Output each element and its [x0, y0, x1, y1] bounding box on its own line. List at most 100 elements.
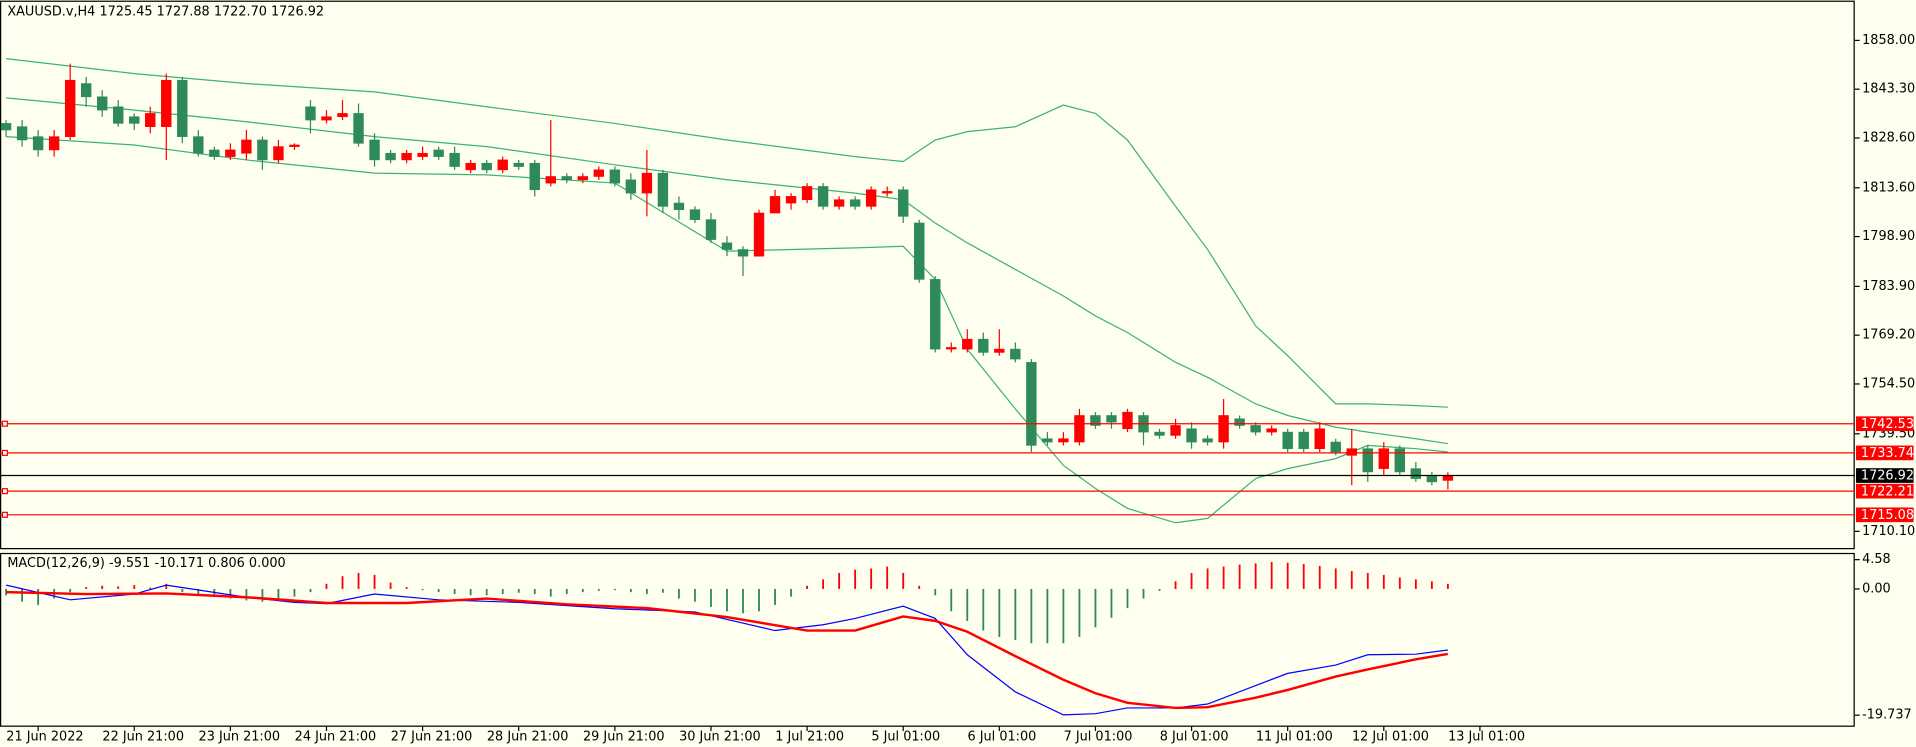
price-panel: [0, 0, 1855, 550]
candle-body: [305, 106, 316, 121]
candle-body: [1042, 438, 1053, 443]
x-tick-label: 13 Jul 01:00: [1448, 730, 1525, 745]
candle-body: [1330, 441, 1341, 453]
level-label-bg: [1856, 445, 1914, 461]
x-tick-label: 7 Jul 01:00: [1064, 730, 1133, 745]
candle-body: [1026, 362, 1037, 446]
candle-body: [1346, 448, 1357, 456]
x-tick-label: 11 Jul 01:00: [1256, 730, 1333, 745]
candle-body: [849, 199, 861, 207]
level-label: 1733.74: [1861, 446, 1914, 461]
candle-body: [1266, 428, 1277, 433]
macd-tick-label: 0.00: [1862, 581, 1891, 596]
candle-body: [673, 202, 685, 210]
candle-body: [641, 172, 653, 194]
candle-body: [385, 152, 396, 161]
y-tick-label: 1858.00: [1862, 33, 1915, 48]
level-anchor: [1, 449, 8, 456]
candle-body: [1362, 448, 1373, 473]
candle-body: [994, 348, 1005, 353]
candle-body: [946, 347, 957, 350]
candle-body: [0, 123, 12, 131]
candle-body: [1394, 448, 1406, 473]
candle-body: [753, 212, 765, 257]
candle-body: [1122, 411, 1133, 430]
x-tick-label: 22 Jun 21:00: [102, 730, 184, 745]
candle-body: [1442, 475, 1454, 481]
candle-body: [705, 219, 717, 240]
level-anchor: [1, 420, 8, 427]
level-anchor: [1, 488, 8, 495]
candle-body: [513, 162, 524, 167]
candle-body: [1186, 428, 1197, 443]
candle-body: [865, 189, 877, 207]
candle-body: [241, 139, 252, 154]
macd-line: [5, 584, 1448, 716]
x-tick-label: 23 Jun 21:00: [199, 730, 281, 745]
candle-body: [401, 152, 412, 161]
band-middle: [6, 97, 1448, 445]
level-label: 1742.53: [1861, 417, 1914, 432]
macd-line: [6, 590, 1449, 710]
candle-body: [273, 146, 284, 161]
candle-body: [225, 149, 236, 157]
y-tick-label: 1783.90: [1862, 279, 1915, 294]
y-tick-label: 1813.60: [1862, 180, 1915, 195]
level-label-bg: [1856, 507, 1914, 523]
candle-body: [962, 338, 973, 350]
candle-body: [337, 113, 348, 118]
x-tick-label: 28 Jun 21:00: [487, 730, 569, 745]
candle-body: [1234, 418, 1245, 426]
band-lower: [6, 136, 1448, 524]
candle-body: [657, 172, 669, 207]
candle-body: [145, 113, 156, 128]
candle-body: [1250, 425, 1261, 433]
macd-tick-label: -19.737: [1862, 708, 1912, 723]
candle-body: [930, 279, 941, 350]
candle-body: [369, 139, 380, 161]
candle-body: [769, 196, 781, 214]
y-tick-label: 1754.50: [1862, 376, 1915, 391]
candle-body: [481, 162, 492, 171]
y-tick-label: 1710.10: [1862, 524, 1915, 539]
level-label-bg: [1856, 483, 1914, 499]
candle-body: [497, 159, 508, 171]
x-tick-label: 27 Jun 21:00: [391, 730, 473, 745]
candle-body: [914, 222, 925, 280]
candle-body: [177, 79, 188, 137]
candle-body: [193, 136, 204, 154]
candle-body: [833, 199, 845, 207]
candle-body: [1218, 415, 1229, 443]
candle-body: [97, 96, 108, 111]
candle-body: [64, 79, 76, 137]
candle-body: [689, 209, 701, 220]
x-tick-label: 6 Jul 01:00: [967, 730, 1036, 745]
x-tick-label: 12 Jul 01:00: [1352, 730, 1429, 745]
candle-body: [817, 186, 829, 207]
y-tick-label: 1769.20: [1862, 328, 1915, 343]
macd-header: MACD(12,26,9) -9.551 -10.171 0.806 0.000: [7, 556, 285, 571]
x-tick-label: 1 Jul 21:00: [775, 730, 844, 745]
x-tick-label: 29 Jun 21:00: [583, 730, 665, 745]
candle-body: [353, 113, 364, 144]
level-label: 1715.08: [1861, 508, 1914, 523]
x-tick-label: 21 Jun 2022: [6, 730, 83, 745]
candle-body: [737, 249, 749, 257]
candle-body: [1314, 428, 1325, 450]
x-tick-label: 8 Jul 01:00: [1160, 730, 1229, 745]
candle-body: [529, 162, 540, 191]
candle-body: [1154, 431, 1165, 436]
candle-body: [593, 169, 605, 177]
y-tick-label: 1843.30: [1862, 82, 1915, 97]
level-label-bg: [1856, 468, 1914, 483]
candle-body: [1410, 468, 1422, 479]
candle-body: [785, 196, 797, 204]
band-upper: [6, 58, 1448, 408]
candle-body: [465, 162, 476, 171]
candle-body: [577, 176, 589, 181]
candle-body: [321, 116, 332, 121]
candle-body: [209, 149, 220, 157]
